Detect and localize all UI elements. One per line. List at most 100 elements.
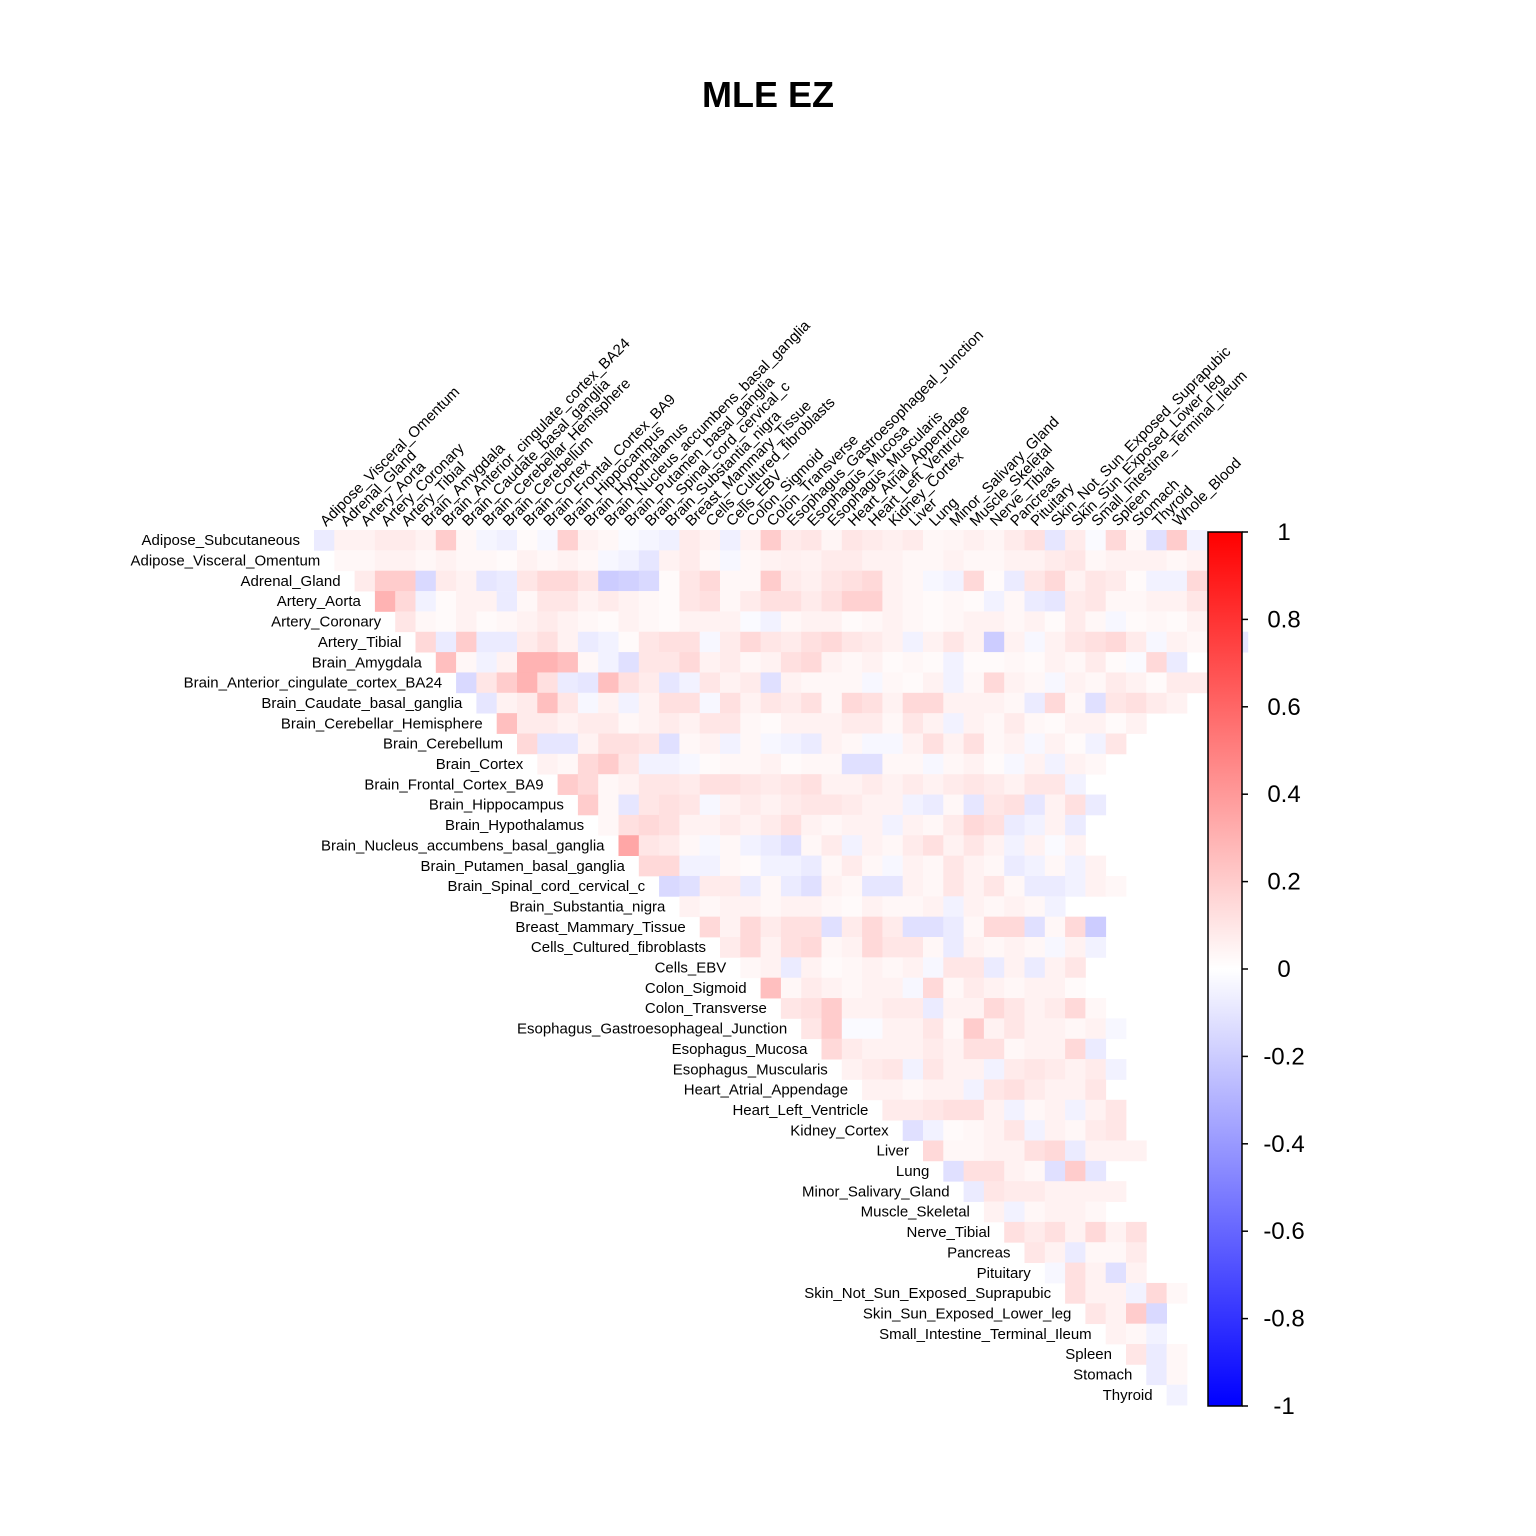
heatmap-cell [841, 1059, 863, 1080]
heatmap-cell [517, 530, 538, 551]
heatmap-cell [1004, 1038, 1025, 1060]
heatmap-cell [720, 591, 741, 612]
heatmap-cell [1105, 591, 1127, 612]
heatmap-cell [1004, 631, 1025, 653]
heatmap-cell [943, 1018, 964, 1040]
heatmap-cell [902, 814, 924, 836]
row-label: Nerve_Tibial [907, 1224, 991, 1241]
heatmap-cell [841, 794, 863, 816]
heatmap-cell [659, 530, 680, 551]
heatmap-cell [456, 631, 477, 653]
heatmap-cell [1166, 692, 1188, 714]
heatmap-cell [598, 814, 619, 836]
heatmap-cell [801, 998, 822, 1019]
heatmap-cell [760, 753, 782, 775]
heatmap-cell [923, 733, 944, 755]
row-label: Muscle_Skeletal [861, 1204, 970, 1221]
heatmap-cell [862, 1018, 883, 1040]
heatmap-cell [1085, 937, 1107, 958]
heatmap-cell [1065, 1140, 1086, 1162]
row-label: Pituitary [977, 1265, 1032, 1282]
row-label: Colon_Transverse [645, 1000, 767, 1017]
heatmap-cell [638, 713, 660, 734]
heatmap-cell [1105, 1120, 1127, 1141]
heatmap-cell [720, 733, 741, 755]
heatmap-cell [577, 652, 599, 673]
heatmap-cell [517, 591, 538, 612]
heatmap-cell [841, 875, 863, 897]
heatmap-cell [1065, 855, 1086, 877]
heatmap-cell [923, 774, 944, 795]
heatmap-cell [659, 835, 680, 856]
heatmap-cell [1166, 1344, 1188, 1365]
heatmap-cell [1105, 1018, 1127, 1040]
heatmap-cell [557, 530, 579, 551]
heatmap-cell [862, 998, 883, 1019]
heatmap-cell [1146, 570, 1167, 592]
heatmap-cell [760, 530, 782, 551]
heatmap-cell [618, 835, 640, 856]
heatmap-cell [882, 957, 904, 979]
heatmap-cell [1166, 672, 1188, 694]
heatmap-cell [943, 1160, 964, 1182]
heatmap-cell [821, 957, 843, 979]
row-label: Brain_Hippocampus [429, 797, 564, 814]
heatmap-cell [659, 733, 680, 755]
heatmap-cell [841, 1038, 863, 1060]
heatmap-cell [1105, 1242, 1127, 1263]
row-label: Small_Intestine_Terminal_Ileum [879, 1326, 1092, 1343]
heatmap-cell [577, 692, 599, 714]
heatmap-cell [1065, 1099, 1086, 1121]
heatmap-cell [395, 611, 416, 633]
heatmap-cell [374, 570, 396, 592]
heatmap-cell [720, 814, 741, 836]
heatmap-cell [983, 1099, 1005, 1121]
heatmap-cell [902, 855, 924, 877]
heatmap-cell [862, 957, 883, 979]
heatmap-cell [557, 631, 579, 653]
row-label: Brain_Spinal_cord_cervical_c [447, 878, 645, 895]
heatmap-cell [1146, 652, 1167, 673]
heatmap-cell [1085, 1120, 1107, 1141]
heatmap-cell [435, 631, 457, 653]
heatmap-cell [923, 530, 944, 551]
heatmap-cell [1024, 1221, 1046, 1243]
heatmap-cell [537, 570, 558, 592]
heatmap-cell [780, 611, 802, 633]
heatmap-cell [1146, 1323, 1167, 1345]
heatmap-cell [1044, 774, 1066, 795]
heatmap-cell [720, 713, 741, 734]
heatmap-cell [1024, 1242, 1046, 1263]
heatmap-cell [801, 570, 822, 592]
heatmap-cell [1044, 631, 1066, 653]
heatmap-cell [760, 916, 782, 938]
heatmap-cell [699, 672, 721, 694]
heatmap-cell [862, 692, 883, 714]
heatmap-cell [1044, 530, 1066, 551]
heatmap-cell [943, 631, 964, 653]
heatmap-cell [760, 733, 782, 755]
heatmap-cell [1044, 1181, 1066, 1202]
heatmap-cell [1166, 530, 1188, 551]
heatmap-cell [1126, 1221, 1147, 1243]
heatmap-cell [395, 570, 416, 592]
heatmap-cell [963, 1181, 985, 1202]
heatmap-cell [983, 692, 1005, 714]
heatmap-cell [1105, 1221, 1127, 1243]
heatmap-cell [983, 998, 1005, 1019]
heatmap-cell [983, 814, 1005, 836]
colorbar-tick-label: 0 [1277, 956, 1290, 983]
heatmap-cell [476, 570, 498, 592]
heatmap-cell [882, 998, 904, 1019]
heatmap-cell [557, 591, 579, 612]
heatmap-cell [598, 692, 619, 714]
heatmap-cell [983, 1140, 1005, 1162]
heatmap-cell [496, 611, 518, 633]
heatmap-cell [679, 875, 701, 897]
heatmap-cell [740, 530, 761, 551]
heatmap-cell [618, 774, 640, 795]
heatmap-cell [801, 550, 822, 572]
colorbar-tick-label: -1 [1273, 1393, 1294, 1420]
heatmap-cell [740, 753, 761, 775]
heatmap-cell [1085, 875, 1107, 897]
